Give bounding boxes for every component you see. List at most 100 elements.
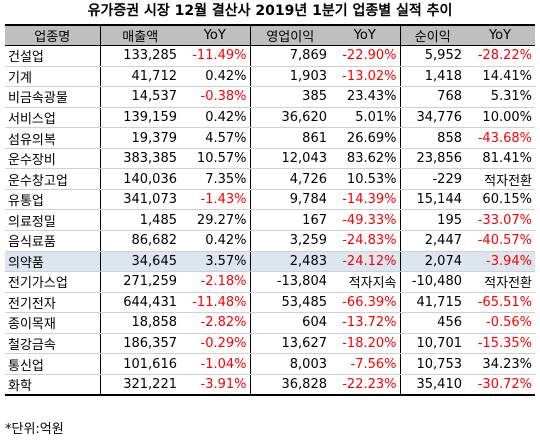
operating-profit-cell: 1,903 <box>249 66 330 88</box>
sales-cell: 321,221 <box>99 374 180 396</box>
sales-cell: 34,645 <box>99 251 180 273</box>
sales-cell: 1,485 <box>99 209 180 231</box>
industry-name-cell: 서비스업 <box>5 107 100 129</box>
sales-cell: 644,431 <box>99 292 180 314</box>
sales-yoy-cell: 10.57% <box>180 148 250 170</box>
sales-yoy-cell: -1.43% <box>180 189 250 211</box>
net-income-yoy-cell: 적자전환 <box>465 271 535 293</box>
industry-name-cell: 철강금속 <box>5 333 100 355</box>
net-income-yoy-cell: 34.23% <box>465 353 535 375</box>
industry-name-cell: 통신업 <box>5 353 100 375</box>
net-income-yoy-cell: 5.31% <box>465 86 535 108</box>
table-row: 운수장비 383,385 10.57% 12,043 83.62% 23,856 81.41… <box>5 148 535 170</box>
sales-cell: 86,682 <box>99 230 180 252</box>
net-income-cell: 5,952 <box>399 45 465 67</box>
operating-profit-cell: 12,043 <box>249 148 330 170</box>
sales-yoy-cell: 29.27% <box>180 209 250 231</box>
net-income-yoy-cell: 적자전환 <box>465 168 535 190</box>
operating-profit-yoy-cell: 26.69% <box>330 127 400 149</box>
operating-profit-cell: 9,784 <box>249 189 330 211</box>
net-income-yoy-cell: 81.41% <box>465 148 535 170</box>
operating-profit-yoy-cell: -14.39% <box>330 189 400 211</box>
sales-cell: 139,159 <box>99 107 180 129</box>
table-body: 건설업 133,285 -11.49% 7,869 -22.90% 5,952 -28.22… <box>5 45 535 396</box>
table-row: 서비스업 139,159 0.42% 36,620 5.01% 34,776 10.00% <box>5 107 535 129</box>
industry-name-cell: 전기전자 <box>5 292 100 314</box>
header-operating-profit-yoy: YoY <box>330 24 400 47</box>
table-row: 종이목재 18,858 -2.82% 604 -13.72% 456 -0.56% <box>5 312 535 334</box>
net-income-cell: 1,418 <box>399 66 465 88</box>
operating-profit-yoy-cell: -66.39% <box>330 292 400 314</box>
net-income-yoy-cell: 60.15% <box>465 189 535 211</box>
net-income-yoy-cell: -30.72% <box>465 374 535 396</box>
sales-yoy-cell: -0.29% <box>180 333 250 355</box>
header-net-income-yoy: YoY <box>465 24 535 47</box>
net-income-yoy-cell: -28.22% <box>465 45 535 67</box>
sales-cell: 140,036 <box>99 168 180 190</box>
industry-name-cell: 전기가스업 <box>5 271 100 293</box>
table-row: 기계 41,712 0.42% 1,903 -13.02% 1,418 14.41% <box>5 66 535 88</box>
industry-name-cell: 운수장비 <box>5 148 100 170</box>
table-row: 비금속광물 14,537 -0.38% 385 23.43% 768 5.31% <box>5 86 535 108</box>
sales-yoy-cell: 3.57% <box>180 251 250 273</box>
sales-yoy-cell: -0.38% <box>180 86 250 108</box>
operating-profit-cell: 53,485 <box>249 292 330 314</box>
net-income-cell: 41,715 <box>399 292 465 314</box>
net-income-yoy-cell: 10.00% <box>465 107 535 129</box>
table-title: 유가증권 시장 12월 결산사 2019년 1분기 업종별 실적 추이 <box>87 3 453 19</box>
net-income-cell: 2,447 <box>399 230 465 252</box>
industry-name-cell: 종이목재 <box>5 312 100 334</box>
operating-profit-yoy-cell: -13.02% <box>330 66 400 88</box>
operating-profit-cell: 2,483 <box>249 251 330 273</box>
net-income-cell: 10,753 <box>399 353 465 375</box>
sales-cell: 341,073 <box>99 189 180 211</box>
operating-profit-cell: 8,003 <box>249 353 330 375</box>
header-operating-profit: 영업이익 <box>249 24 330 47</box>
sales-yoy-cell: -2.18% <box>180 271 250 293</box>
operating-profit-cell: 36,828 <box>249 374 330 396</box>
header-sales: 매출액 <box>99 24 180 47</box>
operating-profit-cell: 861 <box>249 127 330 149</box>
operating-profit-cell: 604 <box>249 312 330 334</box>
operating-profit-yoy-cell: 적자지속 <box>330 271 400 293</box>
net-income-cell: -229 <box>399 168 465 190</box>
table-row: 철강금속 186,357 -0.29% 13,627 -18.20% 10,701 -15.… <box>5 333 535 355</box>
sales-cell: 186,357 <box>99 333 180 355</box>
net-income-cell: 23,856 <box>399 148 465 170</box>
net-income-yoy-cell: -33.07% <box>465 209 535 231</box>
table-row: 의약품 34,645 3.57% 2,483 -24.12% 2,074 -3.94% <box>5 251 535 273</box>
header-row: 업종명 매출액 YoY 영업이익 YoY 순이익 YoY <box>5 24 535 47</box>
net-income-yoy-cell: -43.68% <box>465 127 535 149</box>
industry-name-cell: 유통업 <box>5 189 100 211</box>
sales-cell: 101,616 <box>99 353 180 375</box>
sales-yoy-cell: -2.82% <box>180 312 250 334</box>
operating-profit-yoy-cell: 23.43% <box>330 86 400 108</box>
operating-profit-yoy-cell: -22.90% <box>330 45 400 67</box>
operating-profit-cell: 4,726 <box>249 168 330 190</box>
sales-yoy-cell: 4.57% <box>180 127 250 149</box>
net-income-yoy-cell: -0.56% <box>465 312 535 334</box>
table-row: 전기전자 644,431 -11.48% 53,485 -66.39% 41,715 -65… <box>5 292 535 314</box>
industry-name-cell: 기계 <box>5 66 100 88</box>
sales-cell: 18,858 <box>99 312 180 334</box>
industry-name-cell: 화학 <box>5 374 100 396</box>
header-industry: 업종명 <box>5 24 100 47</box>
operating-profit-yoy-cell: -24.83% <box>330 230 400 252</box>
operating-profit-yoy-cell: 10.53% <box>330 168 400 190</box>
table-row: 통신업 101,616 -1.04% 8,003 -7.56% 10,753 34.23% <box>5 353 535 375</box>
operating-profit-cell: -13,804 <box>249 271 330 293</box>
industry-name-cell: 운수창고업 <box>5 168 100 190</box>
net-income-yoy-cell: 14.41% <box>465 66 535 88</box>
table-row: 전기가스업 271,259 -2.18% -13,804 적자지속 -10,480 적자전환 <box>5 271 535 293</box>
operating-profit-yoy-cell: -7.56% <box>330 353 400 375</box>
industry-name-cell: 의약품 <box>5 251 100 273</box>
net-income-yoy-cell: -65.51% <box>465 292 535 314</box>
table-row: 건설업 133,285 -11.49% 7,869 -22.90% 5,952 -28.22… <box>5 45 535 67</box>
net-income-cell: 34,776 <box>399 107 465 129</box>
sales-yoy-cell: -11.48% <box>180 292 250 314</box>
operating-profit-yoy-cell: 5.01% <box>330 107 400 129</box>
operating-profit-yoy-cell: -18.20% <box>330 333 400 355</box>
sales-yoy-cell: -11.49% <box>180 45 250 67</box>
table-row: 화학 321,221 -3.91% 36,828 -22.23% 35,410 -30.72… <box>5 374 535 396</box>
operating-profit-yoy-cell: 83.62% <box>330 148 400 170</box>
